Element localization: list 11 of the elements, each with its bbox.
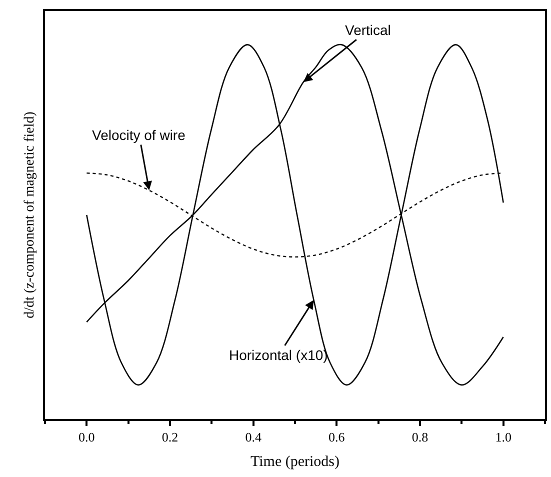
x-tick-label: 0.0 bbox=[78, 429, 95, 444]
x-axis-title: Time (periods) bbox=[250, 454, 340, 470]
x-tick-label: 1.0 bbox=[495, 429, 512, 444]
x-tick-label: 0.4 bbox=[245, 429, 262, 444]
x-tick-label: 0.8 bbox=[412, 429, 428, 444]
x-tick-label: 0.6 bbox=[328, 429, 346, 444]
text: Velocity of wire bbox=[92, 127, 186, 143]
x-tick-label: 0.2 bbox=[162, 429, 178, 444]
series-label: Vertical bbox=[345, 22, 391, 38]
y-axis-title: d/dt (z-component of magnetic field) bbox=[22, 111, 38, 318]
series-label: Horizontal (x10) bbox=[229, 347, 328, 363]
